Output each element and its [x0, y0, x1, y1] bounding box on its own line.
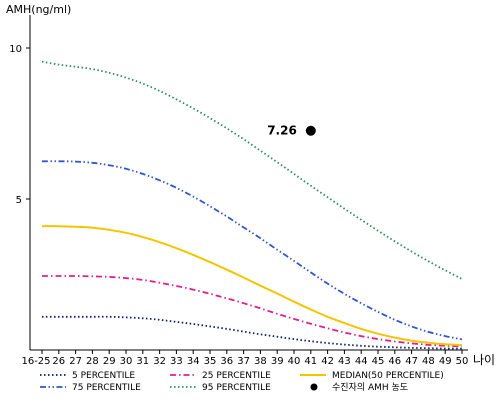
series-line-95-percentile	[41, 60, 463, 280]
x-tick-label: 29	[103, 356, 116, 367]
series-line-25-percentile	[42, 275, 463, 348]
x-tick-label: 34	[187, 356, 200, 367]
chart-axes	[29, 15, 468, 351]
x-tick-label: 26	[52, 356, 65, 367]
x-tick-label: 28	[86, 356, 99, 367]
chart-ticks: 5 10 16-25 26 27 28 29 30 31 32 33 34 35 36 37 38 39 40 41…	[9, 44, 468, 367]
legend-label: MEDIAN(50 PERCENTILE)	[332, 371, 444, 381]
x-tick-label: 33	[170, 356, 183, 367]
x-tick-label: 42	[321, 356, 334, 367]
series-line-5-percentile	[42, 315, 462, 350]
x-tick-label: 43	[338, 356, 351, 367]
legend-label: 95 PERCENTILE	[202, 383, 271, 393]
y-tick-label: 5	[16, 195, 22, 206]
x-tick-label: 41	[304, 356, 317, 367]
x-tick-label: 37	[237, 356, 250, 367]
x-tick-label: 49	[439, 356, 452, 367]
series-line-median-50-percentile	[41, 225, 463, 347]
x-tick-label: 35	[204, 356, 217, 367]
x-tick-label: 36	[220, 356, 233, 367]
legend-label: 75 PERCENTILE	[72, 383, 141, 393]
x-tick-label: 45	[372, 356, 385, 367]
x-tick-label: 46	[388, 356, 401, 367]
legend-label: 25 PERCENTILE	[202, 371, 271, 381]
patient-amh-label: 7.26	[267, 124, 297, 138]
chart-patient-marker: 7.26	[267, 124, 316, 138]
chart-legend: 5 PERCENTILE 25 PERCENTILE MEDIAN(50 PERCE…	[40, 371, 444, 393]
x-tick-label: 47	[405, 356, 418, 367]
legend-label: 수진자의 AMH 농도	[332, 382, 408, 393]
x-tick-label: 31	[136, 356, 149, 367]
legend-label: 5 PERCENTILE	[72, 371, 135, 381]
x-tick-label: 48	[422, 356, 435, 367]
x-axis-label: 나이	[473, 353, 495, 367]
x-tick-label: 40	[288, 356, 301, 367]
legend-swatch	[310, 383, 318, 391]
x-tick-label: 30	[120, 356, 133, 367]
x-tick-label: 50	[456, 356, 469, 367]
x-tick-label: 32	[153, 356, 166, 367]
x-tick-label: 27	[69, 356, 82, 367]
x-tick-label: 44	[355, 356, 368, 367]
patient-amh-point	[305, 125, 316, 136]
chart-series-lines	[41, 60, 463, 350]
x-tick-label: 39	[271, 356, 284, 367]
x-tick-label: 38	[254, 356, 267, 367]
series-line-75-percentile	[41, 160, 463, 341]
y-tick-label: 10	[9, 44, 22, 55]
y-axis-label: AMH(ng/ml)	[6, 3, 71, 16]
x-tick-label: 16-25	[21, 356, 50, 367]
